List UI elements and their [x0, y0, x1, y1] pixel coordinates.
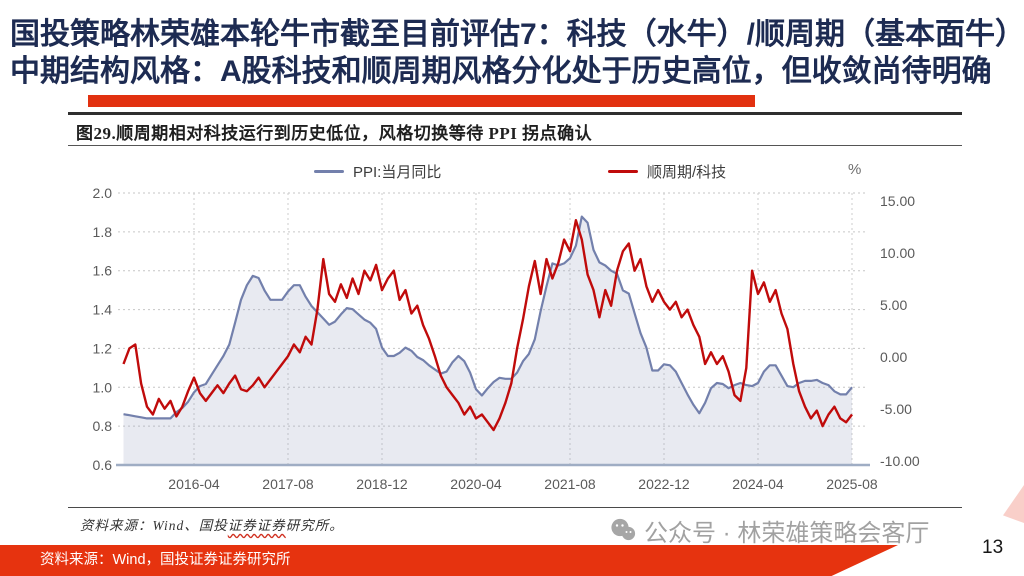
figure-title: 图29.顺周期相对科技运行到历史低位，风格切换等待 PPI 拐点确认 — [76, 124, 593, 143]
x-axis-tick-label: 2018-12 — [356, 476, 408, 492]
x-axis-tick-label: 2020-04 — [450, 476, 502, 492]
corner-watermark-shape — [1003, 485, 1024, 523]
legend-item-ppi: PPI:当月同比 — [314, 161, 441, 182]
slide-title: 国投策略林荣雄本轮牛市截至目前评估7：科技（水牛）/顺周期（基本面牛） 中期结构… — [10, 16, 1024, 90]
right-axis-tick-label: 0.00 — [880, 349, 907, 365]
right-axis-tick-label: -5.00 — [880, 401, 912, 417]
figure-panel: 图29.顺周期相对科技运行到历史低位，风格切换等待 PPI 拐点确认 PPI:当… — [68, 112, 962, 535]
watermark: 公众号 · 林荣雄策略会客厅 — [610, 513, 929, 548]
source-note-suffix: 研究所。 — [285, 518, 344, 533]
right-axis-tick-label: 15.00 — [880, 193, 915, 209]
source-note-prefix: 资料来源：Wind、国投 — [80, 518, 228, 533]
x-axis-tick-label: 2017-08 — [262, 476, 314, 492]
right-axis-tick-label: -10.00 — [880, 453, 920, 469]
slide-title-line1: 国投策略林荣雄本轮牛市截至目前评估7：科技（水牛）/顺周期（基本面牛） — [10, 18, 1024, 51]
x-axis-tick-label: 2022-12 — [638, 476, 690, 492]
left-axis-tick-label: 1.8 — [93, 224, 113, 240]
left-axis-tick-label: 0.6 — [93, 457, 113, 473]
page-number: 13 — [982, 537, 1004, 558]
x-axis-tick-label: 2024-04 — [732, 476, 784, 492]
legend-item-ratio: 顺周期/科技 — [608, 161, 726, 182]
wechat-icon — [611, 518, 636, 541]
footer-bar: 资料来源：Wind，国投证券证券研究所 — [0, 545, 898, 576]
left-axis-tick-label: 2.0 — [93, 185, 113, 201]
x-axis-tick-label: 2016-04 — [168, 476, 220, 492]
legend-label-ppi: PPI:当月同比 — [353, 164, 442, 181]
figure-legend: PPI:当月同比 顺周期/科技 % — [68, 161, 962, 183]
legend-swatch-ratio-line — [608, 170, 638, 173]
figure-bottom-rule — [68, 507, 962, 508]
line-chart: 2.0 1.8 1.6 1.4 1.2 1.0 0.8 0.6 15.00 10.00 5.00 0.… — [93, 185, 920, 492]
watermark-text: 公众号 · 林荣雄策略会客厅 — [644, 520, 930, 547]
right-axis-tick-label: 5.00 — [880, 297, 907, 313]
right-axis-tick-label: 10.00 — [880, 245, 915, 261]
legend-swatch-ppi-line — [314, 170, 344, 173]
legend-label-ratio: 顺周期/科技 — [647, 164, 727, 181]
left-axis-tick-label: 1.6 — [93, 263, 113, 279]
slide-title-line2: 中期结构风格：A股科技和顺周期风格分化处于历史高位，但收敛尚待明确 — [10, 55, 992, 88]
ratio-line — [122, 219, 853, 432]
x-axis-tick-label: 2025-08 — [826, 476, 878, 492]
figure-source-note: 资料来源：Wind、国投证券证券研究所。 — [80, 514, 344, 534]
left-axis-tick-label: 1.4 — [93, 302, 113, 318]
source-note-wavy-segment: 证券证券 — [227, 518, 286, 533]
left-axis-tick-label: 1.2 — [93, 340, 113, 356]
title-underline-bar — [88, 95, 755, 107]
figure-title-rule — [68, 145, 962, 146]
left-axis-tick-label: 0.8 — [93, 418, 113, 434]
footer-source-text: 资料来源：Wind，国投证券证券研究所 — [40, 552, 291, 568]
left-axis-tick-label: 1.0 — [93, 379, 113, 395]
x-axis-tick-label: 2021-08 — [544, 476, 596, 492]
ppi-line — [123, 215, 853, 420]
right-axis-unit-label: % — [848, 161, 862, 178]
ppi-area-fill — [123, 216, 852, 465]
